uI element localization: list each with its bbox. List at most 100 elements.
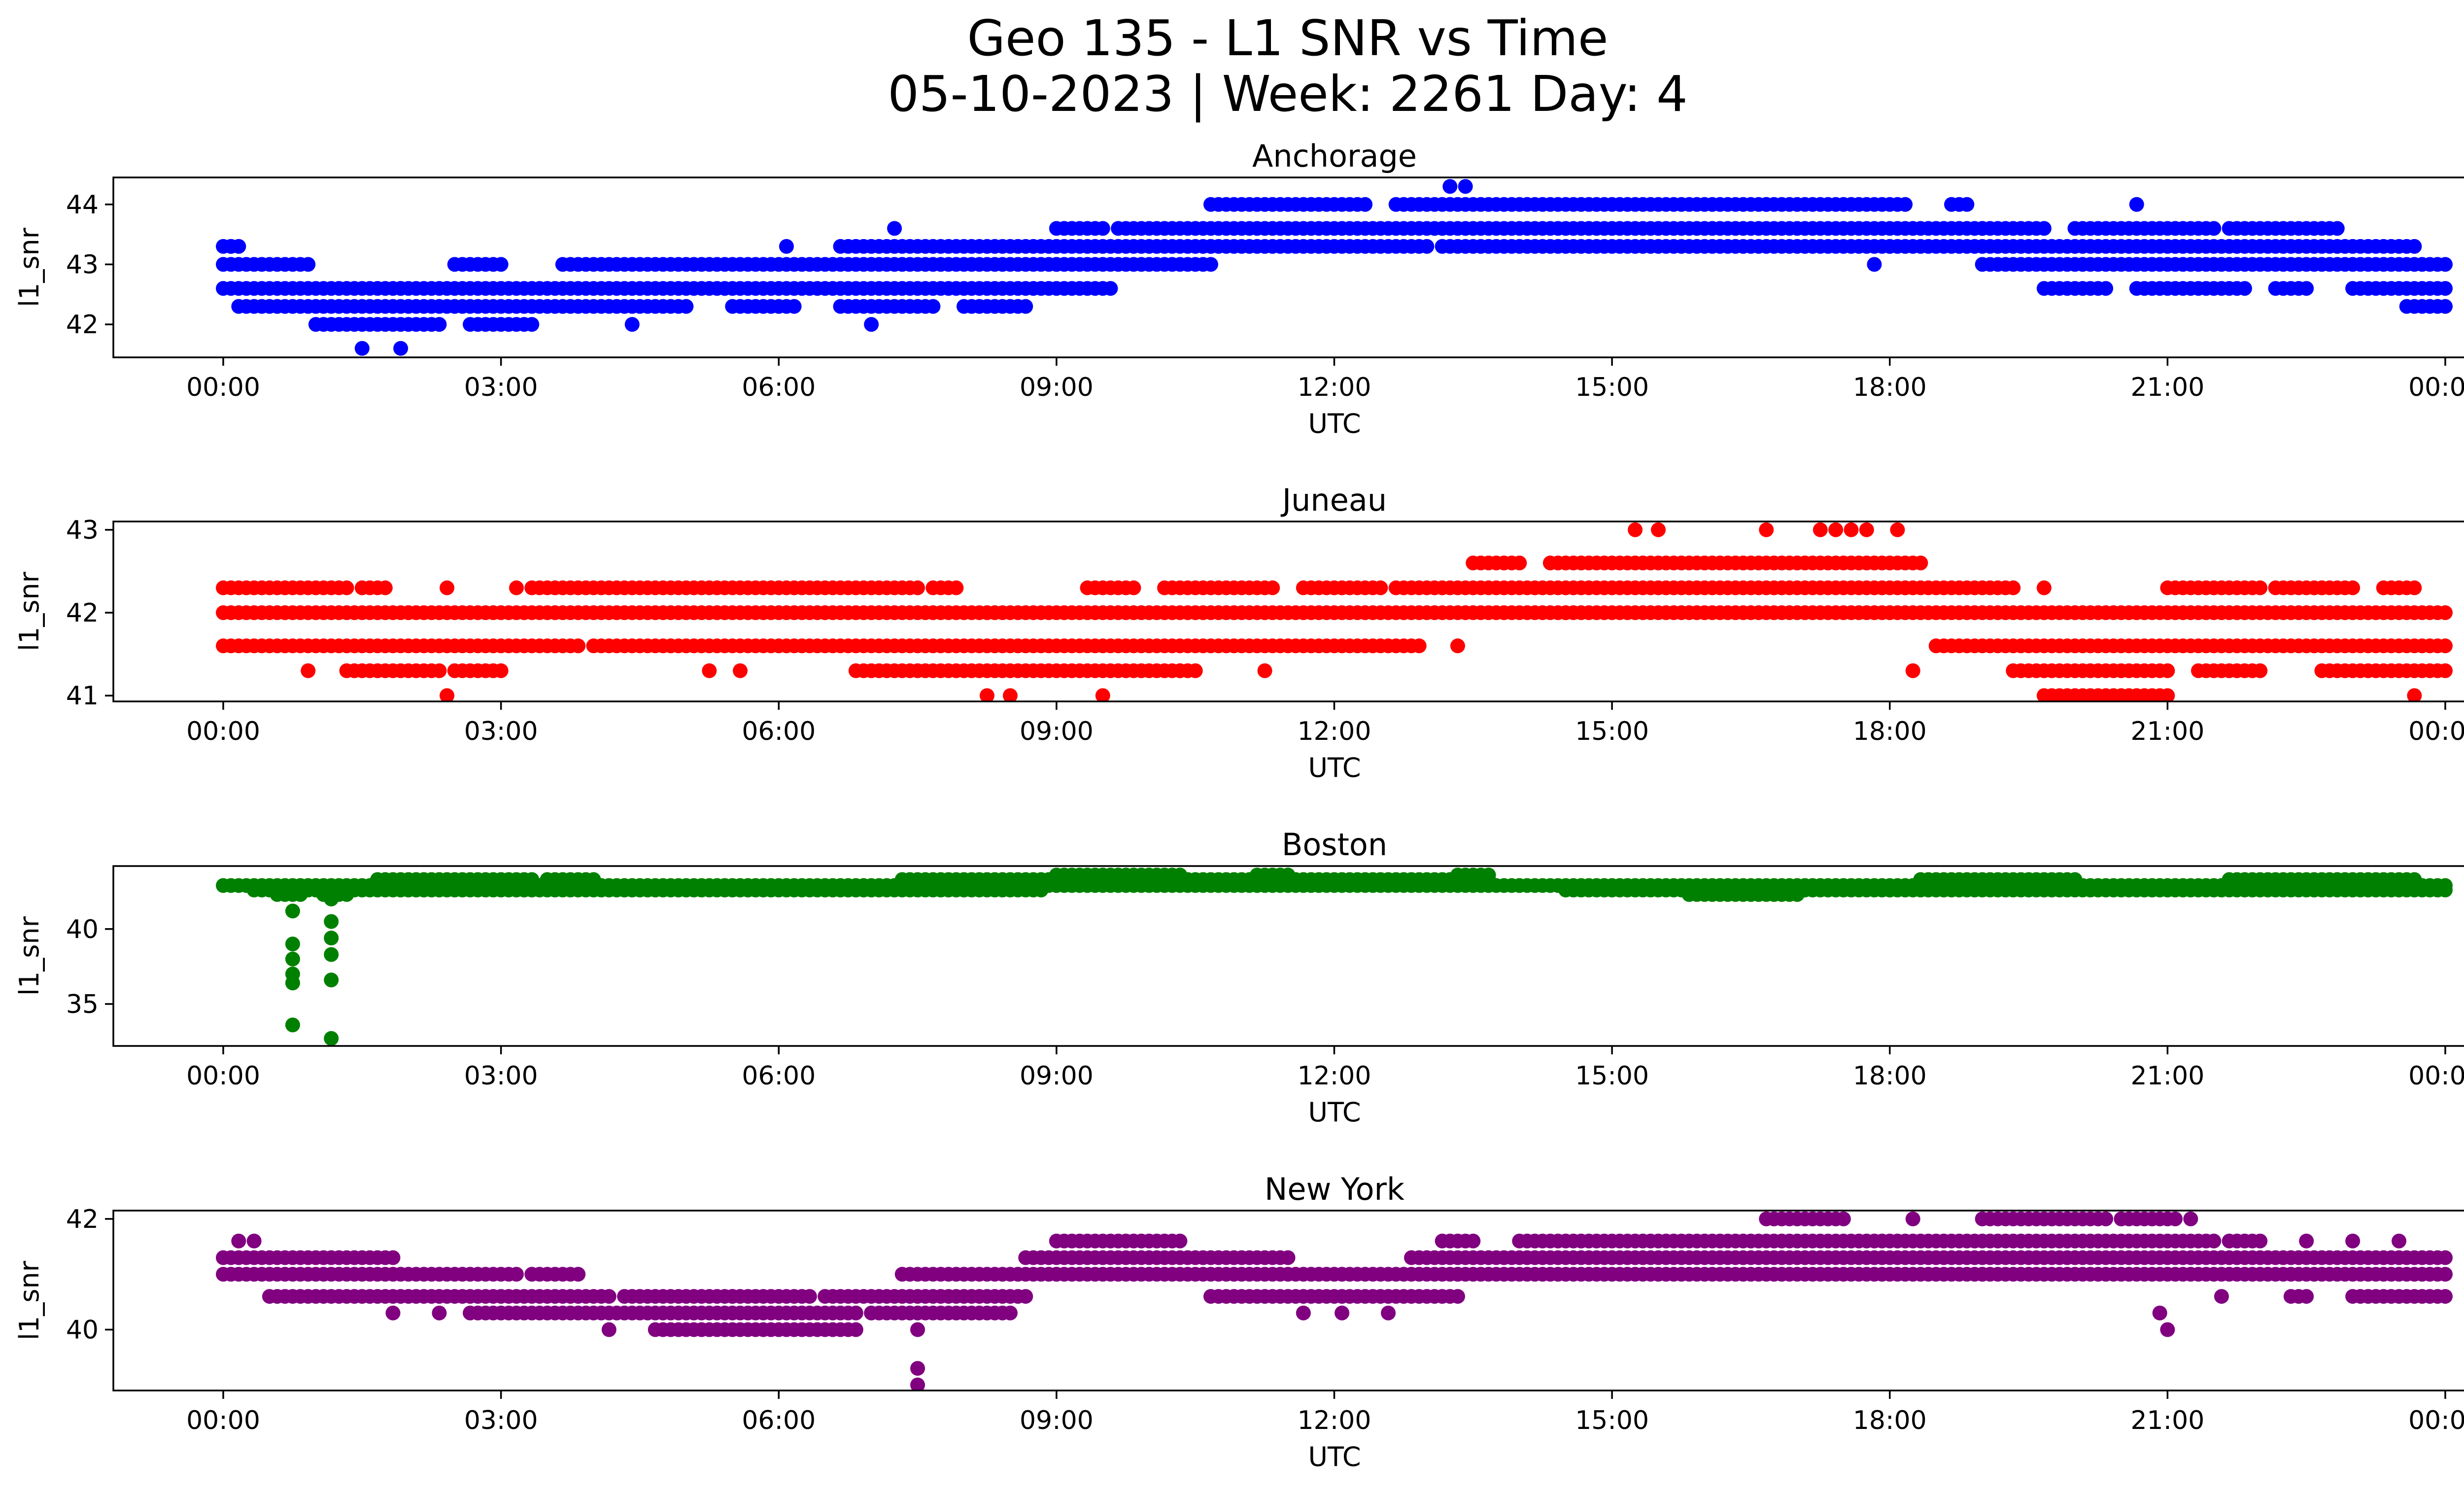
panel-new-york: New York 00:00 03:00 06:00 09:00 12:00 15:00 18… bbox=[14, 1171, 2464, 1472]
x-tick-label: 03:00 bbox=[464, 1406, 538, 1435]
data-point bbox=[377, 580, 393, 595]
data-point bbox=[601, 1322, 616, 1337]
x-tick-label: 18:00 bbox=[1853, 717, 1927, 746]
figure-title-line1: Geo 135 - L1 SNR vs Time bbox=[967, 9, 1608, 67]
data-point bbox=[1512, 556, 1527, 571]
x-tick-label: 12:00 bbox=[1298, 1061, 1371, 1091]
data-point bbox=[339, 887, 354, 902]
data-point bbox=[2160, 1322, 2175, 1337]
data-point bbox=[787, 299, 802, 314]
data-point bbox=[1172, 1233, 1188, 1249]
data-point bbox=[354, 341, 370, 356]
data-point bbox=[432, 1305, 447, 1321]
data-point bbox=[524, 872, 540, 887]
x-tick-label: 21:00 bbox=[2130, 1406, 2204, 1435]
data-point bbox=[1442, 179, 1458, 194]
data-point bbox=[509, 580, 524, 595]
x-axis-label: UTC bbox=[1308, 1441, 1361, 1472]
data-point bbox=[339, 580, 354, 595]
data-point bbox=[1836, 1211, 1851, 1226]
data-point bbox=[1373, 580, 1388, 595]
data-point bbox=[2407, 239, 2422, 254]
x-tick-label: 15:00 bbox=[1575, 1061, 1649, 1091]
x-tick-label: 15:00 bbox=[1575, 373, 1649, 402]
data-point bbox=[1095, 221, 1110, 236]
data-point bbox=[1002, 1305, 1018, 1321]
y-tick-label: 42 bbox=[66, 598, 99, 628]
data-point bbox=[1203, 257, 1218, 272]
data-point bbox=[1257, 663, 1272, 678]
data-point bbox=[2438, 1250, 2453, 1265]
scatter-series-new-york bbox=[216, 1211, 2453, 1391]
data-point bbox=[1419, 239, 1435, 254]
data-point bbox=[1458, 179, 1473, 194]
data-point bbox=[2299, 1233, 2314, 1249]
data-point bbox=[848, 1305, 863, 1321]
data-point bbox=[802, 1289, 817, 1304]
data-point bbox=[571, 1267, 586, 1282]
data-point bbox=[586, 872, 601, 887]
data-point bbox=[2253, 663, 2268, 678]
data-point bbox=[2206, 221, 2222, 236]
data-point bbox=[2438, 257, 2453, 272]
panel-title-anchorage: Anchorage bbox=[1252, 138, 1417, 174]
panel-title-new-york: New York bbox=[1265, 1171, 1404, 1207]
x-tick-label: 15:00 bbox=[1575, 1406, 1649, 1435]
x-tick-label: 18:00 bbox=[1853, 1406, 1927, 1435]
x-tick-label: 09:00 bbox=[1020, 1406, 1094, 1435]
x-tick-label: 00:00 bbox=[186, 717, 260, 746]
x-tick-label: 06:00 bbox=[742, 1061, 816, 1091]
data-point bbox=[2438, 281, 2453, 296]
data-point bbox=[1905, 1211, 1920, 1226]
data-point bbox=[301, 663, 316, 678]
data-point bbox=[1450, 638, 1465, 654]
data-point bbox=[2160, 688, 2175, 701]
data-point bbox=[2129, 197, 2144, 212]
data-point bbox=[432, 317, 447, 332]
data-point bbox=[324, 931, 339, 945]
data-point bbox=[1095, 688, 1110, 701]
x-tick-label: 06:00 bbox=[742, 373, 816, 402]
x-tick-label: 00:00 bbox=[186, 1061, 260, 1091]
y-tick-label: 40 bbox=[66, 1315, 99, 1345]
data-point bbox=[887, 221, 902, 236]
data-point bbox=[1280, 868, 1296, 883]
x-tick-label: 21:00 bbox=[2130, 717, 2204, 746]
data-point bbox=[2098, 1211, 2114, 1226]
data-point bbox=[1018, 299, 1033, 314]
data-point bbox=[1867, 257, 1882, 272]
data-point bbox=[1651, 522, 1666, 537]
data-point bbox=[385, 1305, 401, 1321]
data-point bbox=[2407, 580, 2422, 595]
data-point bbox=[2006, 580, 2021, 595]
x-tick-label: 21:00 bbox=[2130, 1061, 2204, 1091]
data-point bbox=[1905, 663, 1920, 678]
x-tick-label: 06:00 bbox=[742, 1406, 816, 1435]
x-tick-label: 00:00 bbox=[2408, 717, 2464, 746]
data-point bbox=[2168, 1211, 2183, 1226]
scatter-series-juneau bbox=[216, 522, 2453, 701]
panel-juneau: Juneau 00:00 03:00 06:00 09:00 12:00 15:00 18:0… bbox=[14, 482, 2464, 783]
x-tick-label: 09:00 bbox=[1020, 717, 1094, 746]
data-point bbox=[2438, 1289, 2453, 1304]
data-point bbox=[246, 1233, 262, 1249]
data-point bbox=[910, 1377, 925, 1391]
data-point bbox=[2299, 1289, 2314, 1304]
data-point bbox=[1411, 638, 1427, 654]
x-tick-label: 00:00 bbox=[2408, 1406, 2464, 1435]
data-point bbox=[1188, 663, 1203, 678]
data-point bbox=[624, 317, 640, 332]
data-point bbox=[293, 887, 308, 902]
x-tick-label: 12:00 bbox=[1298, 1406, 1371, 1435]
data-point bbox=[231, 1233, 246, 1249]
data-point bbox=[1450, 1289, 1465, 1304]
y-axis-label: l1_snr bbox=[14, 227, 45, 307]
y-tick-label: 44 bbox=[66, 190, 99, 220]
data-point bbox=[2345, 1233, 2361, 1249]
panel-title-boston: Boston bbox=[1282, 827, 1387, 863]
data-point bbox=[285, 937, 300, 952]
x-tick-label: 06:00 bbox=[742, 717, 816, 746]
data-point bbox=[2152, 1305, 2167, 1321]
data-point bbox=[1890, 522, 1905, 537]
